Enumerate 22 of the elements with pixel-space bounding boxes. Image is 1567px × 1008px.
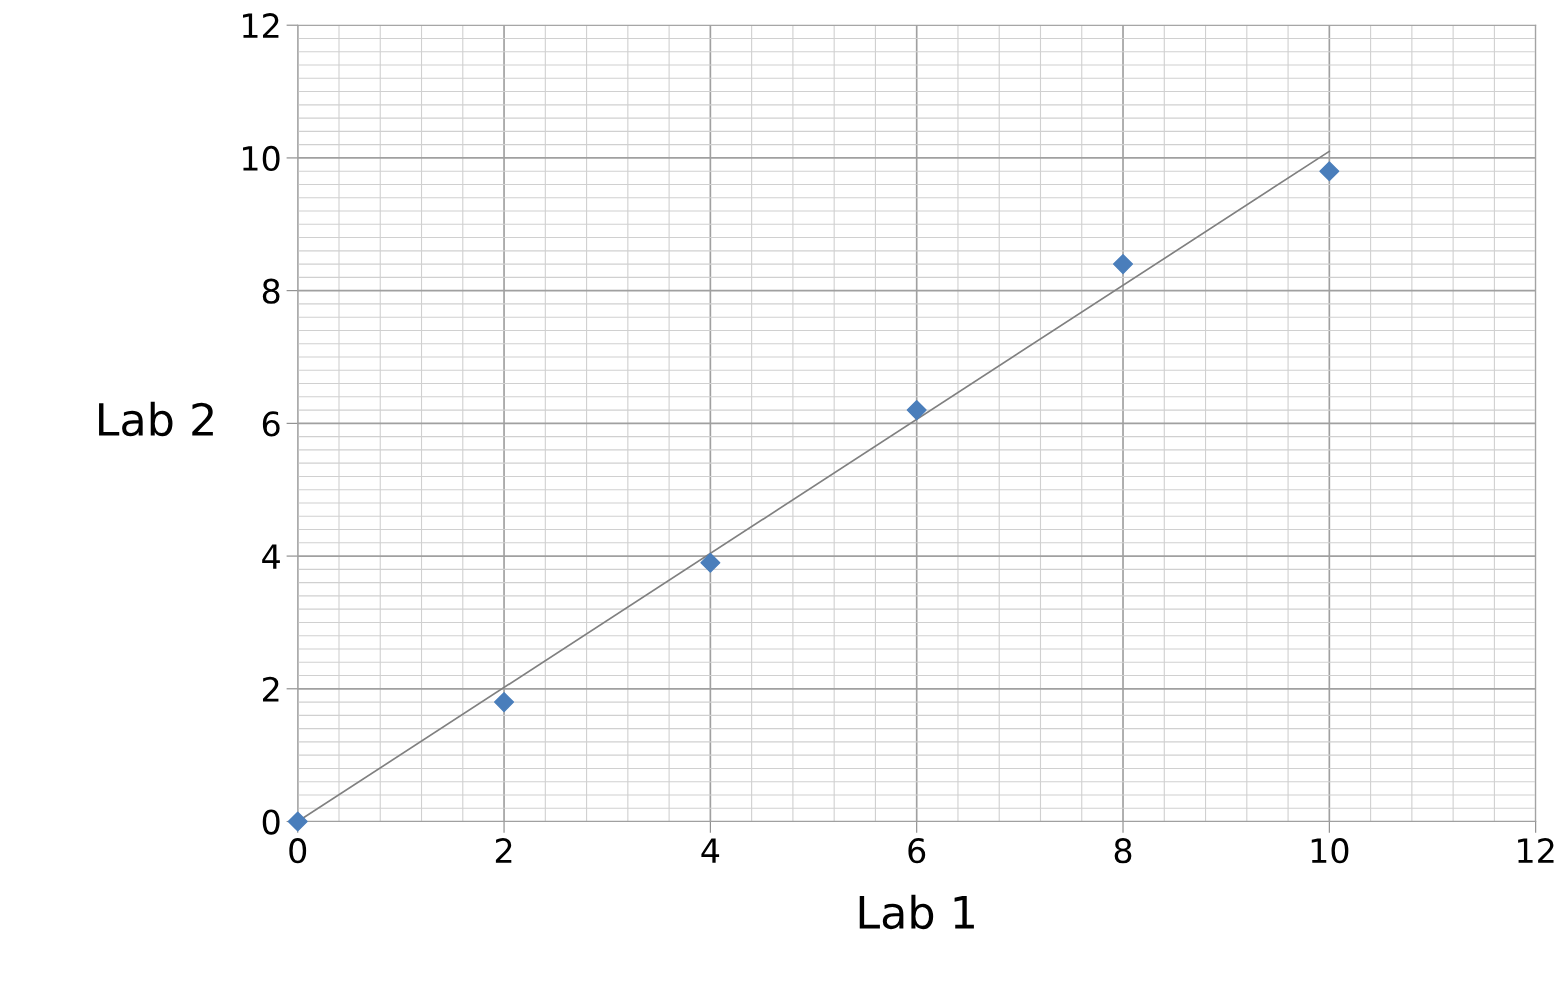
x-tick-label: 8 — [1114, 838, 1132, 864]
point — [494, 692, 515, 713]
y-tick-label: 2 — [262, 676, 279, 702]
y-tick-label: 6 — [262, 411, 280, 437]
y-tick-label: 10 — [243, 145, 280, 172]
y-tick-label: 0 — [262, 809, 280, 835]
x-tick-label: 6 — [908, 838, 926, 864]
y-tick-label: 4 — [262, 544, 280, 569]
x-tick-label: 12 — [1518, 838, 1554, 863]
y-tick-label: 12 — [243, 13, 279, 38]
x-axis-title: Lab 1 — [859, 894, 974, 930]
point — [1319, 161, 1340, 182]
y-axis-title: Lab 2 — [99, 401, 213, 437]
point — [1113, 254, 1134, 275]
x-tick-label: 2 — [495, 838, 512, 863]
point — [287, 811, 308, 832]
x-tick-label: 0 — [289, 838, 307, 864]
x-tick-label: 10 — [1311, 838, 1349, 864]
point — [906, 400, 927, 421]
x-tick-label: 4 — [701, 838, 720, 863]
point — [700, 552, 721, 573]
y-tick-label: 8 — [262, 278, 280, 304]
